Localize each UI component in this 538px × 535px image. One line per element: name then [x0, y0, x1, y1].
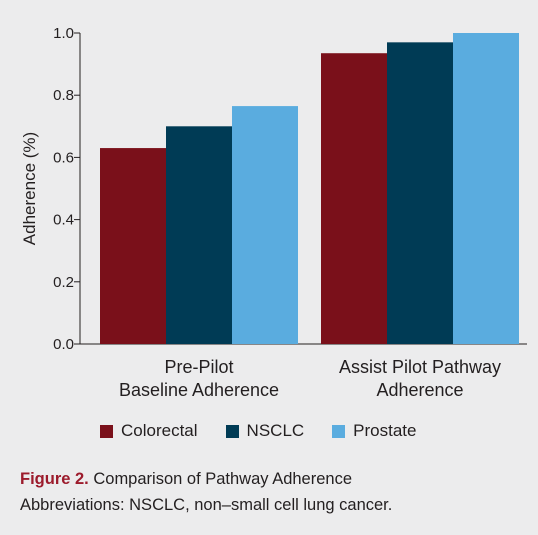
bar-prostate-0: [232, 106, 298, 345]
legend-swatch: [225, 424, 239, 438]
y-tick-label: 0.4: [53, 212, 74, 229]
figure-caption: Figure 2. Comparison of Pathway Adherenc…: [20, 466, 392, 518]
bar-chart: 0.0 0.2 0.4 0.6 0.8 1.0 Adherence (%) Pre-Pilot…: [20, 25, 527, 400]
y-tick-label: 0.6: [53, 149, 74, 166]
y-tick-label: 0.2: [53, 274, 74, 291]
x-category-label: Pre-Pilot Baseline Adherence: [119, 357, 279, 400]
legend-swatch: [100, 424, 113, 438]
y-tick-label: 0.0: [53, 336, 74, 353]
legend-label: Colorectal: [121, 421, 198, 440]
bar-nsclc-0: [166, 126, 232, 344]
legend-swatch: [332, 424, 346, 438]
legend-item-colorectal: Colorectal: [100, 421, 198, 441]
y-axis-label: Adherence (%): [20, 132, 39, 245]
legend-item-nsclc: NSCLC: [225, 421, 305, 441]
legend-label: NSCLC: [246, 421, 305, 440]
caption-title-line: Figure 2. Comparison of Pathway Adherenc…: [20, 466, 392, 492]
legend: Colorectal NSCLC Prostate: [100, 421, 444, 441]
bar-colorectal-0: [100, 148, 166, 344]
abbreviations-note: Abbreviations: NSCLC, non–small cell lun…: [20, 496, 393, 514]
y-tick-label: 1.0: [53, 25, 74, 42]
figure-title: Comparison of Pathway Adherence: [88, 470, 353, 488]
legend-item-prostate: Prostate: [332, 421, 416, 441]
legend-label: Prostate: [353, 421, 417, 440]
figure-label: Figure 2.: [20, 470, 89, 488]
x-category-label: Assist Pilot Pathway Adherence: [339, 357, 501, 400]
bar-colorectal-1: [321, 53, 387, 345]
y-tick-label: 0.8: [53, 87, 74, 104]
bar-prostate-1: [453, 33, 519, 344]
bar-nsclc-1: [387, 42, 453, 345]
